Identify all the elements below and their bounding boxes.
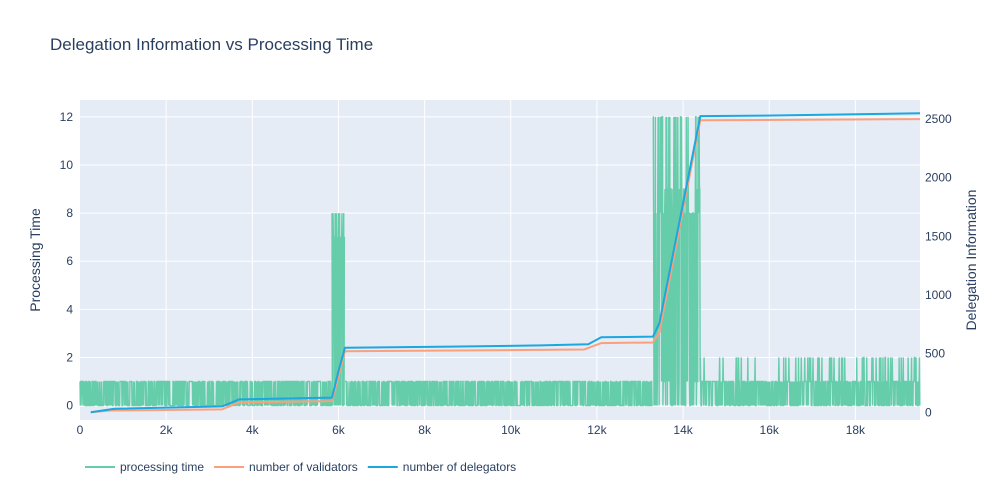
legend[interactable]: processing time number of validators numbe…: [85, 460, 516, 474]
y-left-tick-label: 4: [66, 302, 73, 316]
legend-label: number of validators: [249, 460, 358, 474]
x-tick-label: 14k: [673, 423, 693, 437]
processing-time-segment: [344, 380, 653, 407]
y-right-tick-label: 2500: [925, 112, 952, 126]
y-left-tick-label: 8: [66, 206, 73, 220]
chart-title: Delegation Information vs Processing Tim…: [50, 35, 373, 54]
x-tick-label: 18k: [846, 423, 866, 437]
y-left-tick-label: 0: [66, 399, 73, 413]
series-line-number-of-delegators: [90, 112, 921, 414]
y-right-tick-label: 1000: [925, 288, 952, 302]
processing-time-segment: [699, 356, 921, 407]
y-left-tick-label: 6: [66, 254, 73, 268]
y-right-tick-label: 500: [925, 347, 945, 361]
y-right-tick-label: 2000: [925, 171, 952, 185]
y-axis-right-title: Delegation Information: [963, 190, 979, 331]
y-left-tick-label: 2: [66, 350, 73, 364]
legend-item-processing-time[interactable]: processing time: [85, 460, 204, 474]
legend-label: number of delegators: [403, 460, 516, 474]
processing-time-segment: [652, 116, 701, 407]
legend-item-number-of-delegators[interactable]: number of delegators: [367, 460, 516, 474]
legend-label: processing time: [120, 460, 204, 474]
x-tick-label: 2k: [160, 423, 174, 437]
y-right-tick-label: 0: [925, 405, 932, 419]
y-right-tick-label: 1500: [925, 229, 952, 243]
x-tick-label: 16k: [760, 423, 780, 437]
x-tick-label: 4k: [246, 423, 260, 437]
legend-item-number-of-validators[interactable]: number of validators: [214, 460, 358, 474]
y-axis-left-title: Processing Time: [27, 208, 43, 312]
axis-layer: 0 2k 4k 6k 8k 10k 12k 14k 16k 18k 0 2 4 6 8 10 12 0 500 100…: [60, 110, 952, 437]
x-tick-label: 8k: [418, 423, 432, 437]
processing-time-segment: [331, 213, 346, 407]
x-tick-label: 0: [77, 423, 84, 437]
y-left-tick-label: 10: [60, 158, 74, 172]
y-left-tick-label: 12: [60, 110, 74, 124]
x-tick-label: 6k: [332, 423, 346, 437]
x-tick-label: 10k: [501, 423, 521, 437]
x-tick-label: 12k: [587, 423, 607, 437]
plot-area: [80, 100, 920, 420]
data-layer: [79, 112, 921, 414]
